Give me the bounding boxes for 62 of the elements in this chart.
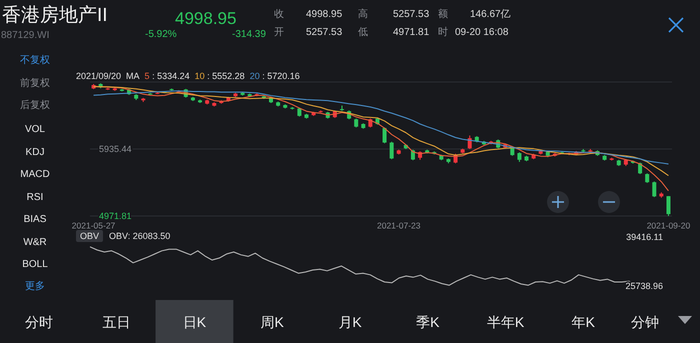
candlestick [645,172,650,184]
text: 额 [438,8,448,20]
line-series [93,90,669,164]
x-tick-label: 2021-07-23 [377,220,421,230]
candlestick [468,134,472,150]
candlestick [666,196,670,216]
indicator-tag: OBV [76,230,104,242]
y-tick-label: 5935.44 [99,144,132,154]
text: 09-20 16:08 [455,27,509,38]
x-tick-label: 2021-09-20 [646,220,690,230]
text: W&R [23,237,47,248]
y-tick-label: 39416.11 [626,232,663,242]
text: 前复权 [20,77,50,89]
text: 开 [274,27,284,38]
text: 周K [260,314,285,330]
text: 半年K [486,314,525,330]
text: VOL [24,124,46,135]
text: 收 [274,9,284,20]
text: 时 [438,26,448,38]
legend-title: MA [126,71,140,81]
candlestick [517,152,522,162]
text: 5257.53 [306,27,343,38]
text: -5.92% [145,29,177,40]
text: 分时 [24,314,53,330]
text: 低 [358,27,368,38]
text: 4971.81 [393,27,430,38]
text: 2021/09/20 [76,71,122,81]
text: 日K [182,314,207,330]
series-label: 20 [250,71,260,81]
text: BOLL [22,259,48,270]
candlestick [638,162,642,175]
candlestick [390,141,394,160]
text: -314.39 [232,29,266,40]
series-label: 10 [194,71,205,81]
text: 4998.95 [175,9,236,28]
text: 分钟 [631,314,660,330]
text: 5257.53 [393,9,430,20]
annotation: : 26083.50 [128,231,170,241]
text: 年K [572,314,596,330]
text: 更多 [25,280,45,292]
text: 高 [358,8,368,20]
text: 五日 [102,314,131,330]
text: RSI [26,192,44,203]
text: 146.67亿 [470,9,511,20]
candlestick [652,181,656,198]
text: 4998.95 [306,9,343,20]
chart-subtitle: 887129.WI [1,30,50,41]
series-label: 5 [144,71,150,81]
series-label: OBV [109,231,128,241]
text: BIAS [24,214,47,225]
x-tick-label: 2021-05-27 [72,220,116,230]
text: KDJ [26,147,44,158]
text: 季K [416,314,440,330]
text: MACD [20,169,50,180]
text: : 5334.24 [152,71,190,81]
y-tick-label: 25738.96 [625,281,663,291]
text: 不复权 [20,54,50,66]
text: : 5720.16 [262,71,300,81]
text: 月K [338,314,362,330]
text: : 5552.28 [207,71,245,81]
text: 后复权 [20,99,50,111]
chart-title: 香港房地产II [2,4,108,26]
